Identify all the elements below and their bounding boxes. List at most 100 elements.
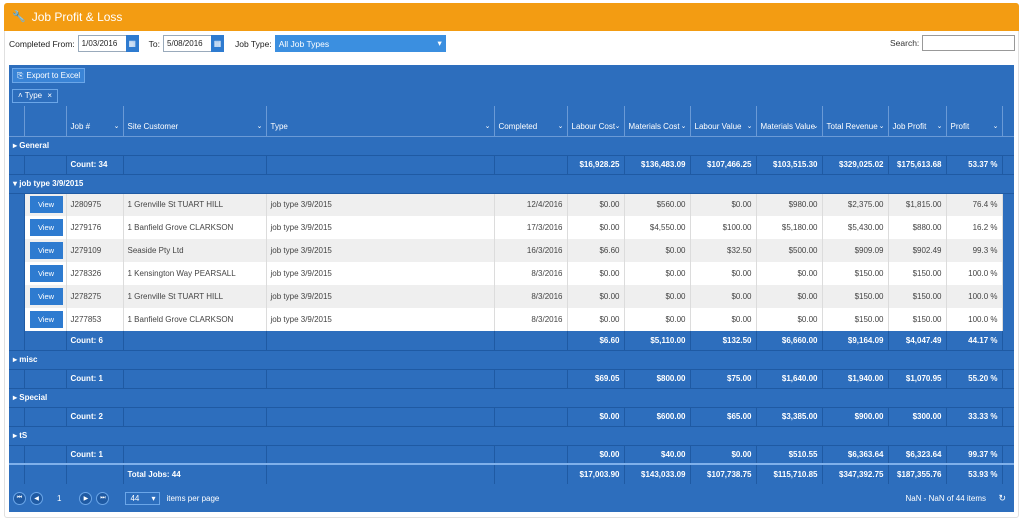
table-cell: 1 Grenville St TUART HILL [123, 193, 267, 216]
row-indent-cell [9, 239, 25, 262]
close-icon[interactable]: × [47, 91, 52, 100]
column-header[interactable]: Job # ⌄ [66, 106, 124, 137]
view-button[interactable]: View [29, 196, 63, 214]
chevron-down-icon[interactable]: ⌄ [614, 122, 621, 130]
table-cell: $0.00 [756, 308, 823, 331]
table-cell: job type 3/9/2015 [266, 285, 495, 308]
table-cell: $5,430.00 [822, 216, 889, 239]
column-header-label: Materials Value [760, 121, 816, 131]
group-footer-row: Count: 6 $6.60 $5,110.00 $132.50 $6,660.00 $9… [9, 331, 1014, 351]
group-row[interactable]: ▸ tS [9, 426, 1014, 446]
refresh-icon[interactable]: ↻ [998, 493, 1006, 503]
table-cell: $0.00 [624, 308, 691, 331]
column-header[interactable]: Profit ⌄ [946, 106, 1003, 137]
group-name: job type 3/9/2015 [19, 179, 84, 188]
search-input[interactable] [922, 35, 1016, 51]
group-chip-label: Type [24, 91, 43, 100]
column-header[interactable]: Completed ⌄ [494, 106, 568, 137]
calendar-icon[interactable]: ▦ [125, 35, 139, 52]
column-header[interactable]: Labour Cost ⌄ [567, 106, 625, 137]
table-cell: 17/3/2016 [494, 216, 568, 239]
table-cell: $0.00 [690, 308, 757, 331]
group-header-cell[interactable]: ▸ tS [9, 426, 1014, 446]
header-expand-cell [9, 106, 25, 137]
completed-from-input[interactable] [77, 35, 126, 52]
table-cell: 1 Grenville St TUART HILL [123, 285, 267, 308]
job-type-value: All Job Types [278, 38, 330, 49]
column-header-label: Labour Cost [571, 121, 616, 131]
data-table: Job # ⌄ Site Customer ⌄ Type ⌄ Completed ⌄ Labou… [9, 106, 1014, 484]
group-header-cell[interactable]: ▸ Special [9, 388, 1014, 408]
table-cell: 16.2 % [946, 216, 1003, 239]
pager: ⏮ ◀ 1 ▶ ⏭ 44 ▾ items per page NaN - NaN … [9, 485, 1014, 512]
job-type-select[interactable]: All Job Types ▾ [274, 35, 446, 52]
chevron-down-icon[interactable]: ⌄ [484, 122, 491, 130]
table-cell: $150.00 [888, 308, 947, 331]
view-button[interactable]: View [29, 288, 63, 305]
next-page-icon[interactable]: ▶ [79, 492, 93, 505]
table-cell: $150.00 [822, 285, 889, 308]
footer-empty-cell [123, 155, 267, 175]
column-header[interactable]: Total Revenue ⌄ [822, 106, 889, 137]
group-total-value: $16,928.25 [567, 155, 625, 175]
first-page-icon[interactable]: ⏮ [13, 492, 26, 505]
chevron-down-icon[interactable]: ⌄ [812, 122, 819, 130]
view-button[interactable]: View [29, 219, 63, 236]
footer-spacer-cell [1002, 331, 1014, 351]
group-total-value: 33.33 % [946, 407, 1003, 427]
view-cell: View [24, 239, 67, 262]
group-row[interactable]: ▸ General [9, 136, 1014, 156]
table-cell: $500.00 [756, 239, 823, 262]
last-page-icon[interactable]: ⏭ [96, 492, 110, 505]
chevron-down-icon[interactable]: ⌄ [936, 122, 943, 130]
column-header-label: Labour Value [694, 121, 742, 131]
chevron-down-icon[interactable]: ⌄ [878, 122, 885, 130]
view-button[interactable]: View [29, 311, 63, 328]
expanded-arrow-icon[interactable]: ▾ [13, 179, 20, 188]
to-date-input[interactable] [163, 35, 212, 52]
table-cell: $150.00 [888, 285, 947, 308]
export-excel-button[interactable]: ⎘ Export to Excel [12, 68, 86, 83]
group-total-value: 53.37 % [946, 155, 1003, 175]
prev-page-icon[interactable]: ◀ [30, 492, 43, 505]
group-header-cell[interactable]: ▸ misc [9, 350, 1014, 370]
group-total-value: $0.00 [567, 407, 625, 427]
calendar-icon[interactable]: ▦ [211, 35, 225, 52]
collapsed-arrow-icon[interactable]: ▸ [13, 393, 20, 402]
column-header[interactable]: Job Profit ⌄ [888, 106, 947, 137]
group-row[interactable]: ▸ misc [9, 350, 1014, 370]
collapsed-arrow-icon[interactable]: ▸ [13, 431, 20, 440]
page-size-select[interactable]: 44 ▾ [125, 492, 161, 505]
total-indent-cell [9, 463, 25, 484]
chevron-down-icon[interactable]: ⌄ [256, 122, 263, 130]
group-chip-type[interactable]: ˄ Type × [12, 89, 58, 103]
total-view-cell [24, 463, 67, 484]
chevron-down-icon[interactable]: ⌄ [992, 122, 999, 130]
view-button[interactable]: View [29, 265, 63, 282]
collapsed-arrow-icon[interactable]: ▸ [13, 355, 20, 364]
chevron-down-icon[interactable]: ⌄ [557, 122, 564, 130]
group-total-value: $300.00 [888, 407, 947, 427]
chevron-down-icon[interactable]: ⌄ [680, 122, 687, 130]
column-header[interactable]: Site Customer ⌄ [123, 106, 267, 137]
row-spacer-cell [1002, 193, 1014, 216]
current-page[interactable]: 1 [57, 494, 62, 503]
group-header-cell[interactable]: ▸ General [9, 136, 1014, 156]
chevron-down-icon[interactable]: ⌄ [746, 122, 753, 130]
group-row[interactable]: ▸ Special [9, 388, 1014, 408]
column-header[interactable]: Labour Value ⌄ [690, 106, 757, 137]
group-total-value: $107,466.25 [690, 155, 757, 175]
group-row[interactable]: ▾ job type 3/9/2015 [9, 174, 1014, 194]
collapsed-arrow-icon[interactable]: ▸ [13, 141, 20, 150]
group-total-value: $103,515.30 [756, 155, 823, 175]
view-button[interactable]: View [29, 242, 63, 259]
column-header[interactable]: Type ⌄ [266, 106, 495, 137]
table-cell: $0.00 [624, 262, 691, 285]
footer-indent-cell [9, 331, 25, 351]
table-cell: $0.00 [756, 285, 823, 308]
column-header[interactable]: Materials Cost ⌄ [624, 106, 691, 137]
column-header[interactable]: Materials Value ⌄ [756, 106, 823, 137]
row-spacer-cell [1002, 262, 1014, 285]
group-header-cell[interactable]: ▾ job type 3/9/2015 [9, 174, 1014, 194]
chevron-down-icon[interactable]: ⌄ [113, 122, 120, 130]
